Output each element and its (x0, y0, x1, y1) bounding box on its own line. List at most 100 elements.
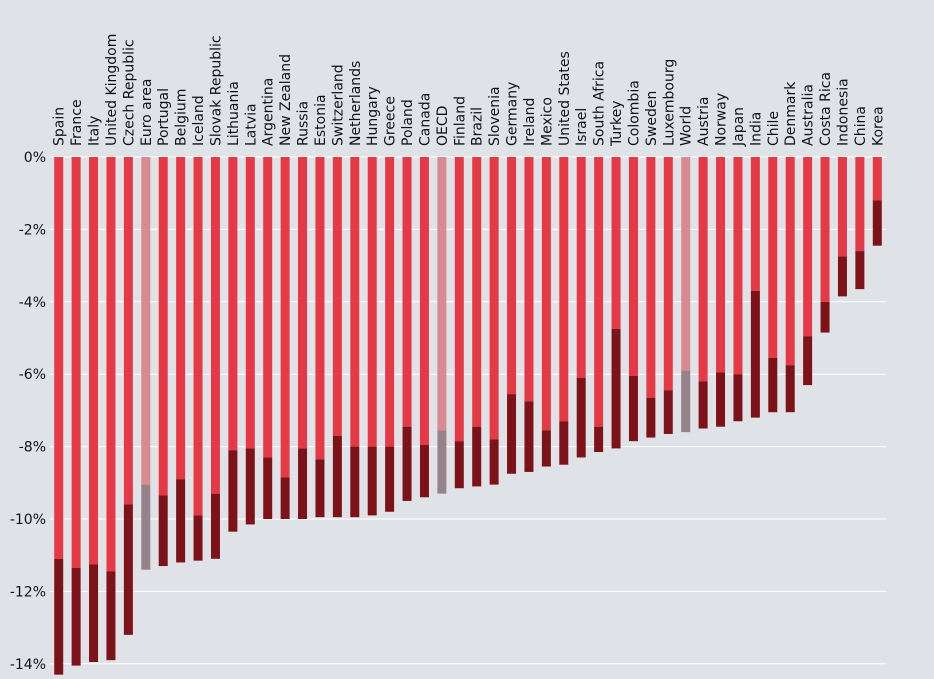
bar-segment-dark (141, 484, 151, 570)
bar-segment-light (367, 157, 377, 447)
category-label: India (748, 112, 764, 146)
category-label: Belgium (174, 89, 190, 146)
category-label: Germany (505, 82, 521, 146)
category-label: Argentina (261, 78, 277, 146)
category-label: Denmark (783, 81, 799, 146)
category-label: Ireland (522, 98, 538, 146)
bar-segment-light (141, 157, 151, 485)
bar-segment-light (193, 157, 203, 516)
category-label: Greece (383, 96, 399, 146)
bar-segment-light (541, 157, 551, 431)
bar-segment-light (210, 157, 220, 494)
category-label: Sweden (644, 91, 660, 146)
bar-segment-dark (663, 390, 673, 434)
bar-segment-light (628, 157, 638, 377)
bar-segment-dark (332, 435, 342, 518)
category-label: Slovak Republic (208, 35, 224, 146)
category-label: New Zealand (278, 54, 294, 146)
bar-segment-light (872, 157, 882, 201)
category-label: Portugal (156, 88, 172, 146)
bar-segment-light (228, 157, 238, 451)
bar-segment-dark (698, 381, 708, 429)
bar-segment-light (437, 157, 447, 431)
bar-segment-light (89, 157, 99, 565)
category-label: Korea (870, 106, 886, 146)
category-label: France (69, 99, 85, 146)
bar-segment-light (768, 157, 778, 358)
bar-segment-dark (106, 571, 116, 661)
bars (54, 157, 882, 675)
category-label: Finland (452, 96, 468, 146)
bar-segment-light (106, 157, 116, 572)
category-label: Czech Republic (121, 39, 137, 146)
y-tick-label: -12% (10, 584, 46, 600)
category-label: Spain (52, 107, 68, 146)
category-label: OECD (435, 106, 451, 146)
bar-segment-dark (472, 426, 482, 487)
category-label: Lithuania (226, 81, 242, 146)
bar-segment-dark (385, 446, 395, 512)
bar-segment-light (176, 157, 186, 480)
bar-segment-light (245, 157, 255, 449)
bar-segment-light (419, 157, 429, 445)
bar-segment-light (837, 157, 847, 257)
bar-segment-dark (716, 372, 726, 427)
bar-segment-light (158, 157, 168, 496)
bar-segment-light (750, 157, 760, 291)
category-label: Switzerland (330, 64, 346, 146)
grid-lines (50, 156, 886, 665)
bar-segment-dark (559, 421, 569, 465)
bar-segment-dark (855, 251, 865, 290)
bar-segment-dark (367, 446, 377, 516)
category-label: Israel (574, 108, 590, 146)
category-label: Norway (714, 93, 730, 146)
category-label: Canada (417, 93, 433, 146)
bar-segment-dark (750, 290, 760, 418)
category-label: Mexico (539, 97, 555, 146)
category-label: Japan (731, 107, 747, 147)
bar-segment-light (803, 157, 813, 337)
bar-segment-light (402, 157, 412, 427)
bar-segment-dark (315, 459, 325, 518)
bar-segment-dark (507, 394, 517, 474)
bar-segment-light (298, 157, 308, 449)
category-label: Estonia (313, 94, 329, 146)
category-label: Euro area (139, 79, 155, 146)
bar-segment-light (559, 157, 569, 422)
bar-segment-dark (228, 450, 238, 532)
bar-segment-dark (872, 200, 882, 246)
bar-segment-light (524, 157, 534, 402)
category-label: Iceland (191, 95, 207, 146)
bar-segment-light (820, 157, 830, 302)
bar-segment-light (54, 157, 64, 559)
bar-segment-dark (350, 446, 360, 518)
bar-segment-light (785, 157, 795, 366)
bar-segment-dark (681, 370, 691, 433)
bar-segment-dark (646, 397, 656, 438)
bar-segment-dark (158, 495, 168, 567)
bar-segment-dark (489, 439, 499, 485)
bar-segment-light (646, 157, 656, 398)
bar-segment-light (576, 157, 586, 378)
category-label: Slovenia (487, 86, 503, 146)
bar-segment-light (332, 157, 342, 436)
category-label: Austria (696, 97, 712, 146)
category-label: United Kingdom (104, 34, 120, 146)
bar-segment-light (594, 157, 604, 427)
category-label: Colombia (626, 80, 642, 146)
category-label: South Africa (592, 61, 608, 146)
bar-segment-dark (733, 374, 743, 422)
bar-segment-light (263, 157, 273, 458)
bar-segment-dark (123, 504, 133, 635)
category-label: Luxembourg (661, 59, 677, 146)
bar-segment-light (472, 157, 482, 427)
bar-segment-dark (263, 457, 273, 519)
y-axis-tick-labels: 0% -2% -4% -6% -8% -10% -12% -14% (10, 150, 46, 673)
bar-segment-light (733, 157, 743, 375)
bar-segment-dark (419, 444, 429, 498)
bar-segment-dark (768, 357, 778, 413)
bar-segment-light (454, 157, 464, 442)
category-label: Turkey (609, 100, 625, 147)
bar-segment-dark (298, 448, 308, 519)
bar-segment-light (315, 157, 325, 460)
